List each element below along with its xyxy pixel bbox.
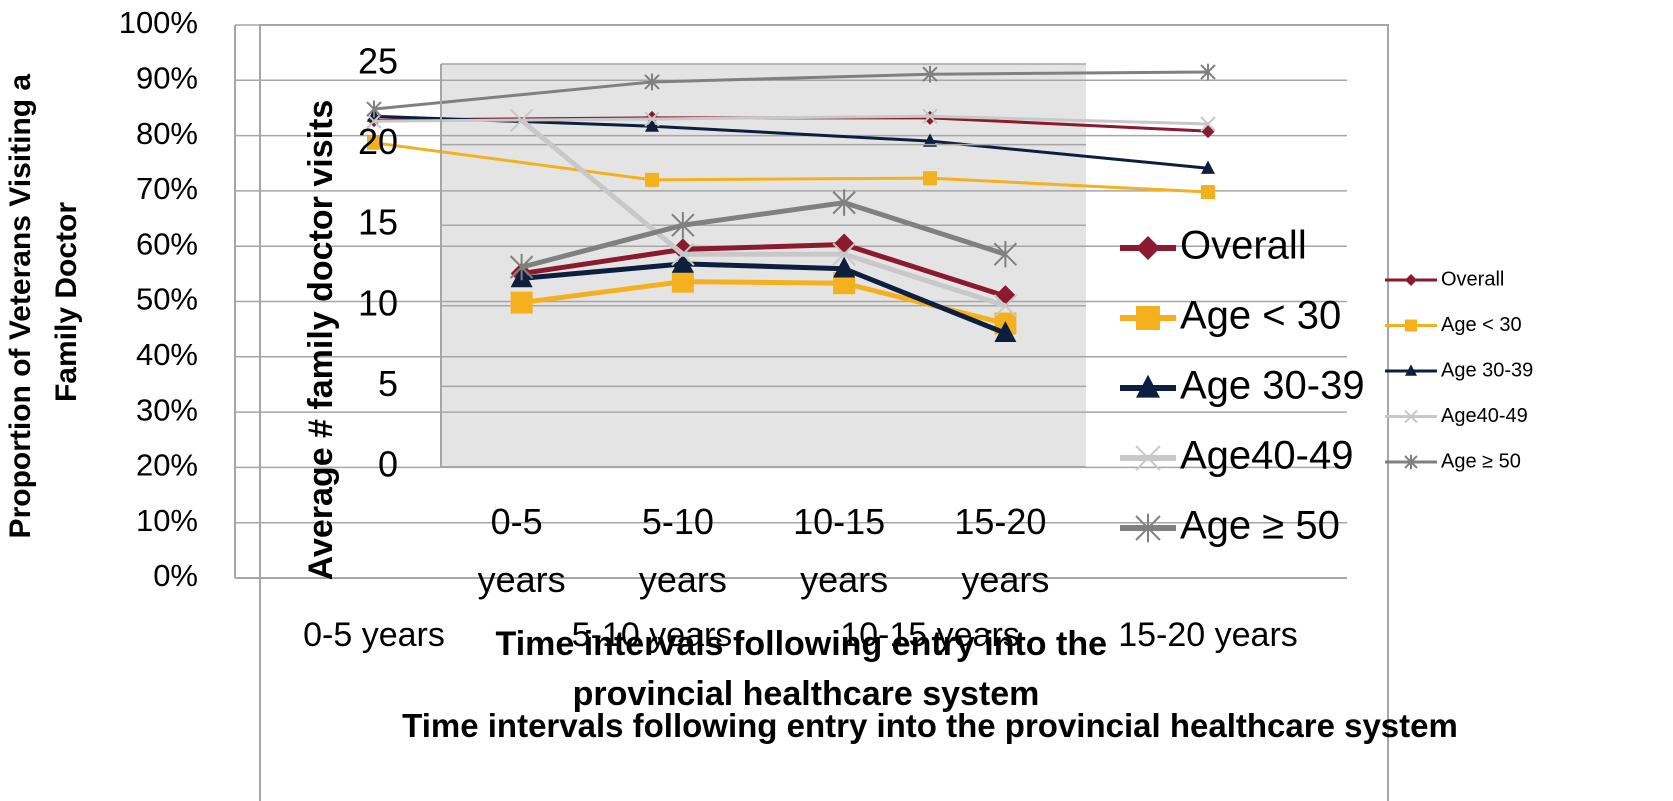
legend-marker — [1136, 306, 1160, 330]
data-point — [832, 242, 856, 266]
data-point — [510, 291, 533, 314]
data-point — [993, 294, 1018, 318]
legend-label: Age40-49 — [1180, 434, 1353, 478]
data-point — [993, 241, 1018, 268]
data-point — [671, 251, 694, 273]
legend-marker — [1136, 374, 1160, 398]
y-tick-label: 90% — [136, 60, 198, 95]
x-tick-label: 10-15 years — [840, 616, 1020, 654]
x-axis-label: Time intervals following entry into the … — [402, 707, 1458, 744]
series-line — [521, 242, 1007, 299]
legend-marker — [1136, 236, 1160, 260]
data-point — [367, 135, 381, 150]
data-point — [366, 100, 382, 118]
y-tick-label: 70% — [136, 171, 198, 206]
y-tick-label: 80% — [136, 116, 198, 151]
y-tick-label: 40% — [136, 337, 198, 372]
y-tick-label: 0 — [378, 444, 398, 485]
data-point — [833, 256, 856, 278]
series-line — [520, 118, 1007, 309]
legend-label: Age ≥ 50 — [1180, 504, 1340, 548]
x-tick-label: 0-5 years — [478, 501, 566, 600]
data-point — [671, 270, 694, 293]
data-point — [1201, 185, 1215, 200]
series-line — [521, 261, 1007, 336]
legend-label: Age 30-39 — [1180, 364, 1365, 408]
x-axis-label: Time intervals following entry into the … — [496, 625, 1117, 713]
x-tick-label: 10-15 years — [793, 501, 895, 600]
legend-label: Overall — [1441, 268, 1504, 290]
y-tick-label: 20% — [136, 448, 198, 483]
series-line — [373, 141, 1209, 194]
legend-marker — [1404, 454, 1418, 470]
legend-label: Age < 30 — [1180, 294, 1341, 338]
data-point — [509, 253, 534, 281]
x-tick-label: 5-10 years — [572, 616, 733, 654]
data-point — [509, 108, 534, 133]
data-point — [1200, 116, 1216, 132]
data-point — [833, 272, 856, 295]
series-line — [373, 70, 1209, 111]
data-point — [671, 242, 695, 266]
x-tick-label: 5-10 years — [639, 501, 727, 600]
y-axis-label: Average # family doctor visits — [302, 100, 340, 581]
data-point — [923, 171, 937, 186]
y-tick-label: 5 — [378, 363, 398, 404]
y-tick-label: 15 — [358, 202, 398, 243]
y-tick-label: 25 — [358, 41, 398, 82]
y-tick-label: 50% — [136, 282, 198, 317]
legend-label: Age40-49 — [1441, 405, 1528, 427]
data-point — [1200, 63, 1216, 81]
data-point — [644, 111, 660, 127]
data-point — [994, 321, 1017, 343]
data-point — [923, 133, 937, 147]
legend-marker — [1404, 409, 1418, 424]
series-line — [373, 114, 1209, 126]
x-tick-label: 0-5 years — [303, 616, 445, 654]
legend-marker — [1135, 513, 1161, 543]
legend-label: Age 30-39 — [1441, 359, 1533, 381]
data-point — [645, 172, 659, 187]
data-point — [922, 65, 938, 83]
legend-marker — [1405, 319, 1417, 332]
y-tick-label: 10% — [136, 503, 198, 538]
y-tick-label: 100% — [119, 5, 198, 40]
data-point — [366, 113, 382, 129]
x-tick-label: 15-20 years — [1118, 616, 1298, 654]
legend-label: Age < 30 — [1441, 314, 1522, 336]
legend-label: Age ≥ 50 — [1441, 450, 1521, 472]
data-point — [922, 108, 938, 124]
data-point — [671, 212, 695, 239]
legend-marker — [1405, 364, 1417, 376]
legend-marker — [1405, 274, 1417, 286]
data-point — [644, 73, 660, 91]
y-tick-label: 0% — [153, 558, 198, 593]
data-point — [832, 189, 856, 216]
data-point — [1201, 160, 1215, 174]
data-point — [923, 110, 937, 125]
y-tick-label: 60% — [136, 226, 198, 261]
legend-label: Overall — [1180, 224, 1307, 268]
legend-marker — [1135, 445, 1161, 471]
data-point — [645, 118, 659, 132]
y-axis-label: Proportion of Veterans Visiting a Family… — [4, 66, 83, 539]
x-tick-label: 15-20 years — [954, 501, 1056, 600]
y-tick-label: 10 — [358, 282, 398, 323]
y-tick-label: 30% — [136, 392, 198, 427]
y-tick-label: 20 — [358, 121, 398, 162]
series-line — [520, 200, 1007, 270]
